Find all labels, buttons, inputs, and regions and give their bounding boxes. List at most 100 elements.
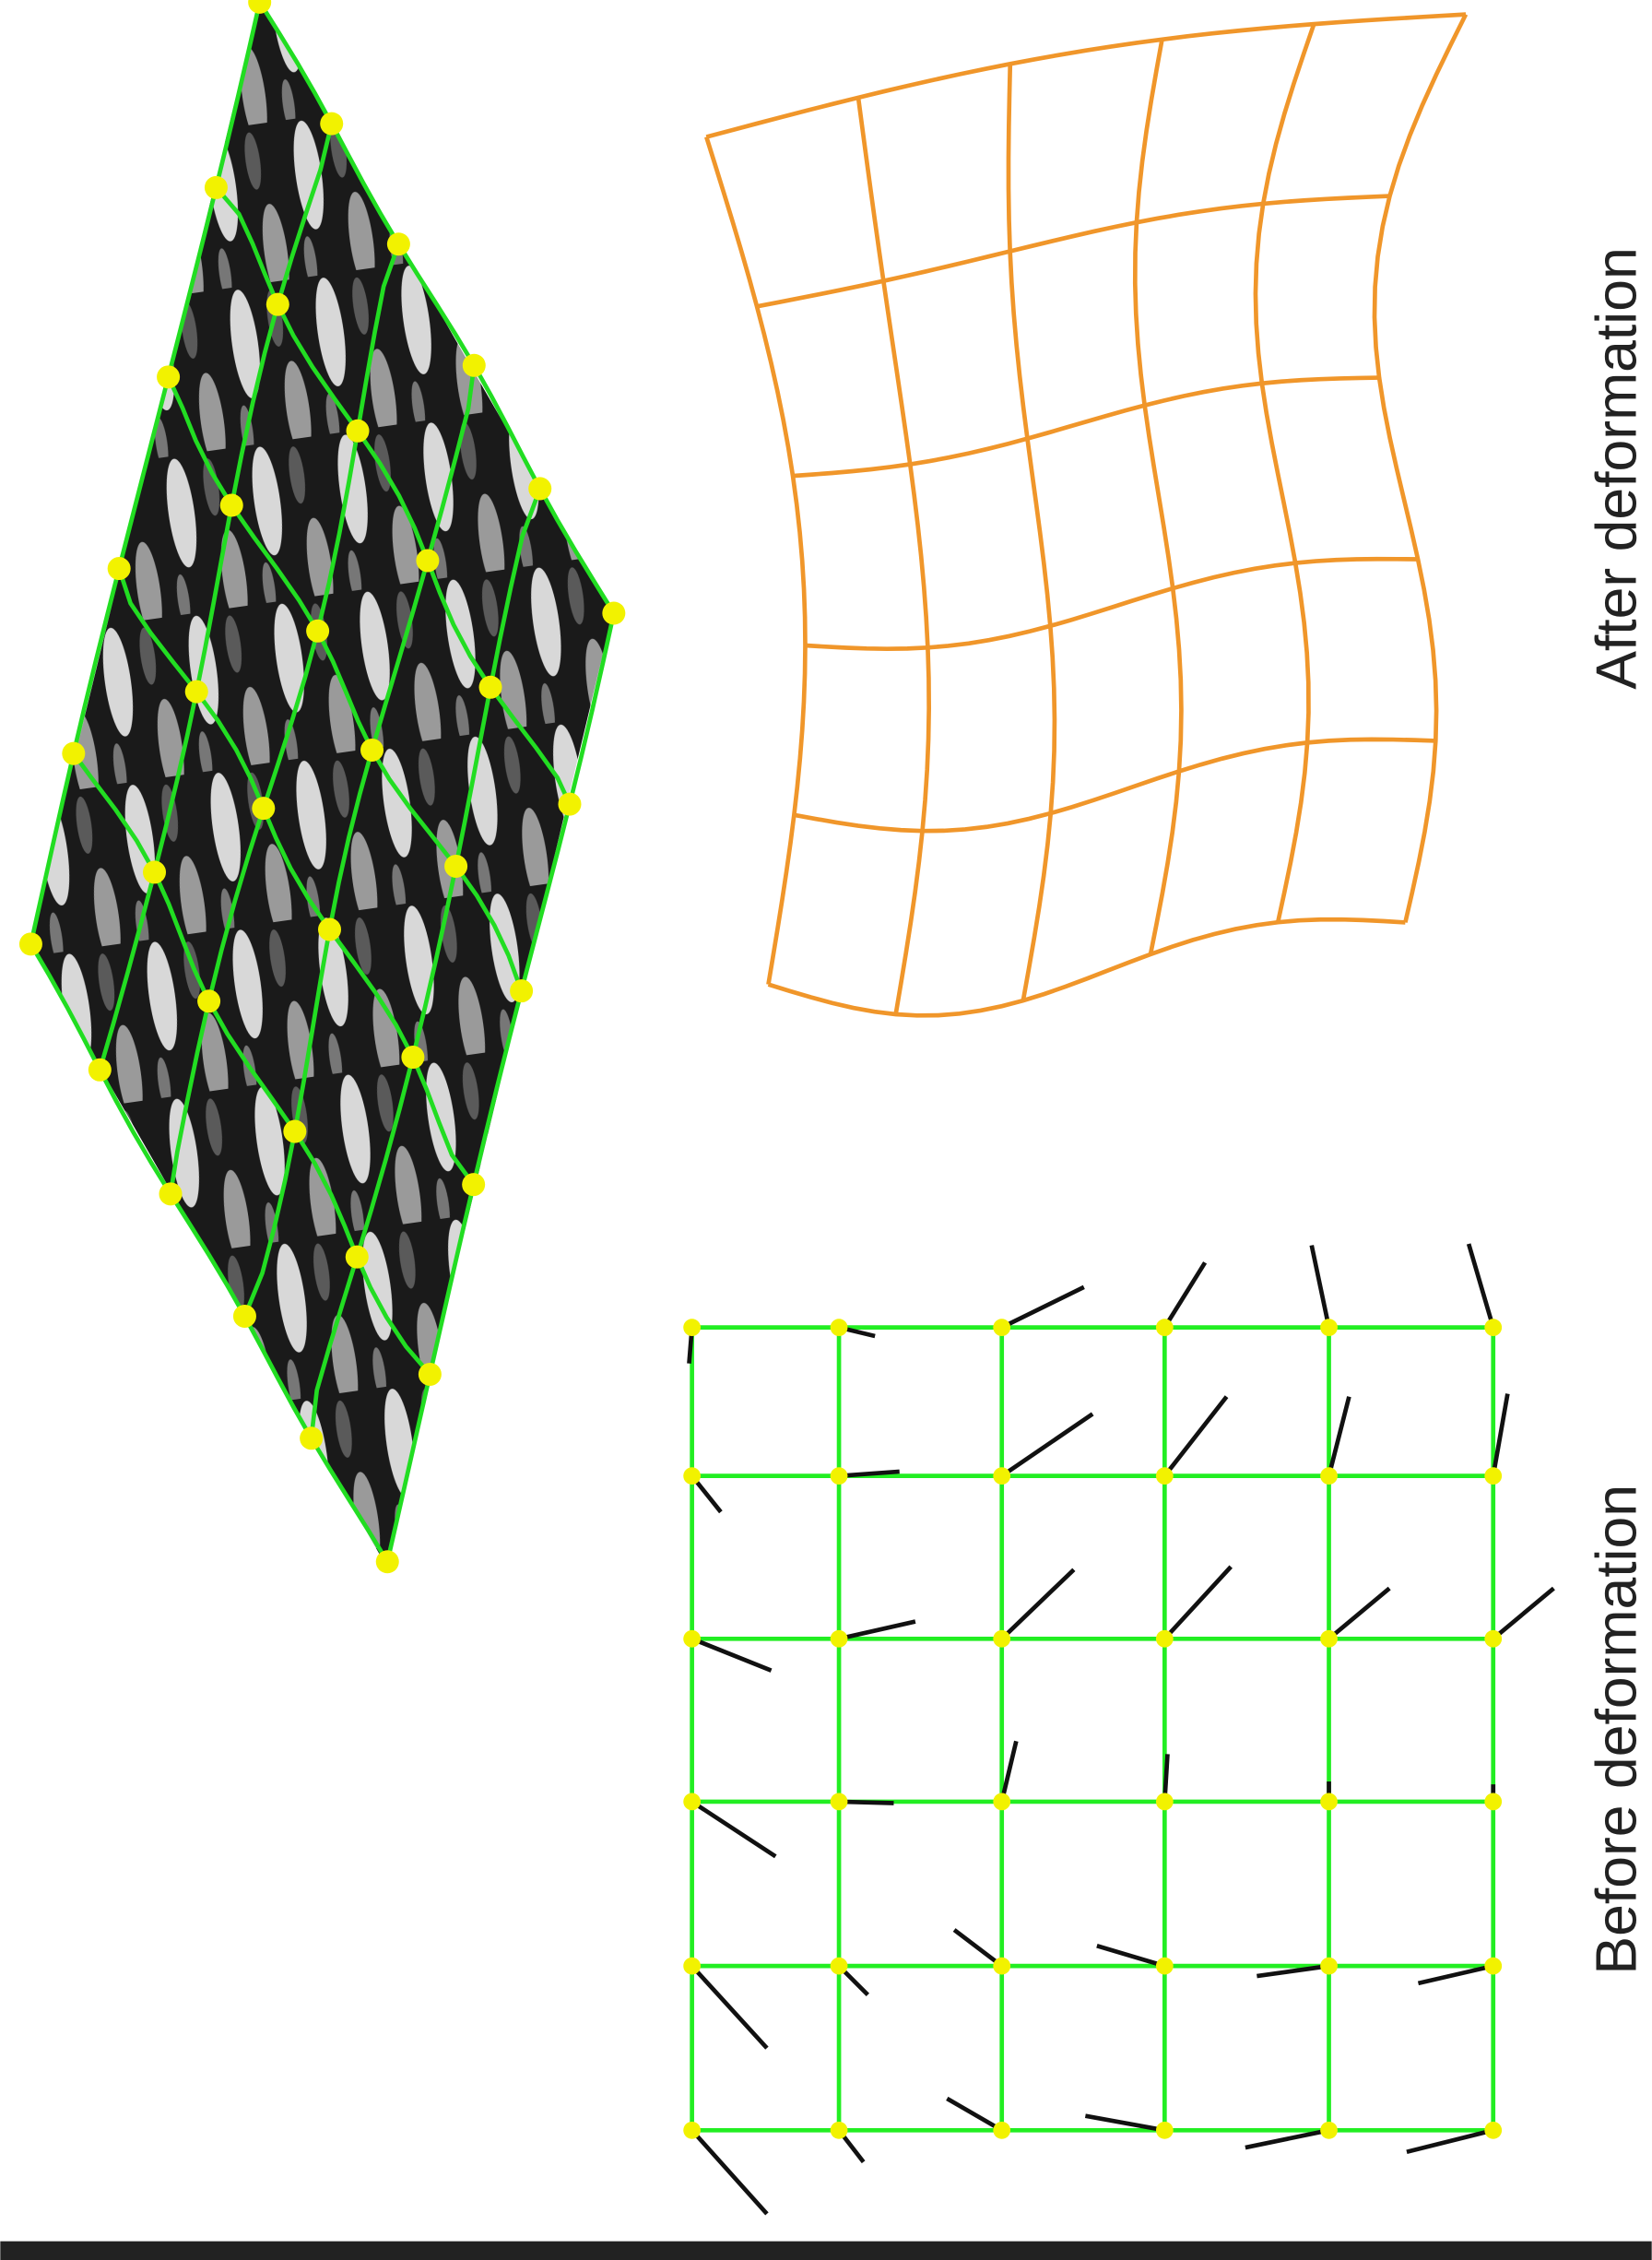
control-point xyxy=(1484,1957,1503,1975)
control-point xyxy=(266,292,289,316)
control-point xyxy=(683,1629,702,1648)
control-point xyxy=(401,1046,425,1070)
control-point xyxy=(558,792,582,816)
control-point xyxy=(683,1793,702,1811)
control-point xyxy=(462,1173,486,1197)
control-point xyxy=(252,797,276,821)
control-point xyxy=(528,477,552,501)
control-point xyxy=(993,2121,1011,2139)
control-point xyxy=(444,854,468,878)
displacement-vector xyxy=(1000,1568,1076,1640)
displacement-vector xyxy=(1096,1943,1166,1969)
displacement-vector xyxy=(1328,1586,1391,1641)
control-point xyxy=(602,601,626,625)
displacement-vector xyxy=(1084,2113,1165,2133)
control-point xyxy=(683,1319,702,1337)
displacement-vector xyxy=(1491,1393,1510,1477)
control-point xyxy=(1155,1319,1174,1337)
control-point xyxy=(1155,2121,1174,2139)
control-point xyxy=(478,675,502,699)
grid-curve xyxy=(856,97,931,1015)
control-point xyxy=(1320,1793,1338,1811)
surface-line xyxy=(166,375,524,992)
grid-curve xyxy=(805,556,1419,652)
displacement-vector xyxy=(690,2128,769,2216)
displacement-vector xyxy=(1000,1412,1094,1478)
control-point xyxy=(418,1362,442,1386)
displacement-vector xyxy=(1000,1284,1085,1330)
control-point xyxy=(830,1793,848,1811)
control-point xyxy=(345,1245,369,1269)
grid-curve xyxy=(1132,39,1184,955)
control-point xyxy=(830,1957,848,1975)
control-point xyxy=(317,917,342,941)
control-point xyxy=(1155,1467,1174,1485)
control-point xyxy=(1320,2121,1338,2139)
control-point xyxy=(1484,1629,1503,1648)
control-point xyxy=(159,1182,183,1206)
original-grid xyxy=(683,1243,1555,2216)
control-point xyxy=(993,1319,1011,1337)
displacement-vector xyxy=(1162,1261,1208,1329)
control-point xyxy=(1484,2121,1503,2139)
surface-line xyxy=(257,1,616,615)
control-point xyxy=(683,1467,702,1485)
displacement-vector xyxy=(1417,1963,1494,1986)
control-point xyxy=(1155,1957,1174,1975)
control-point xyxy=(88,1058,112,1082)
control-point xyxy=(1320,1629,1338,1648)
textured-surface xyxy=(18,0,626,1574)
control-point xyxy=(1484,1319,1503,1337)
control-point xyxy=(219,493,243,517)
displacement-vector xyxy=(1162,1565,1233,1640)
grid-curve xyxy=(767,917,1406,1018)
control-point xyxy=(375,1550,399,1574)
control-point xyxy=(830,2121,848,2139)
control-point xyxy=(1155,1629,1174,1648)
grid-curve xyxy=(1253,23,1316,923)
control-point xyxy=(993,1793,1011,1811)
control-point xyxy=(993,1467,1011,1485)
control-point xyxy=(1320,1467,1338,1485)
control-point xyxy=(360,738,384,762)
displacement-vector xyxy=(1327,1396,1351,1477)
displacement-vector xyxy=(690,1799,777,1859)
displacement-vector xyxy=(1257,1963,1329,1979)
control-point xyxy=(346,419,370,443)
control-point xyxy=(386,232,410,256)
displacement-vector xyxy=(1466,1243,1495,1329)
grid-curve xyxy=(793,737,1436,834)
control-point xyxy=(1320,1957,1338,1975)
surface-line xyxy=(168,243,401,1195)
displacement-vector xyxy=(1309,1245,1331,1329)
control-point xyxy=(107,557,131,581)
displacement-vector xyxy=(946,2096,1003,2133)
displacement-vector xyxy=(1162,1395,1229,1478)
control-point xyxy=(830,1467,848,1485)
control-point xyxy=(300,1426,324,1450)
control-point xyxy=(416,549,440,573)
grid-curve xyxy=(704,136,808,986)
control-point xyxy=(283,1119,307,1143)
displacement-vector xyxy=(1406,2128,1494,2155)
displacement-vector xyxy=(952,1928,1004,1968)
control-point xyxy=(62,741,86,765)
displacement-vector xyxy=(1245,2128,1330,2150)
control-point xyxy=(248,0,272,14)
grid-curve xyxy=(756,194,1390,309)
displacement-vector xyxy=(839,1799,894,1805)
control-point xyxy=(993,1957,1011,1975)
deformed-grid xyxy=(704,12,1469,1018)
control-point xyxy=(1320,1319,1338,1337)
control-point xyxy=(306,619,330,643)
grid-curve xyxy=(1006,64,1057,1001)
control-point xyxy=(830,1629,848,1648)
control-point xyxy=(18,932,42,956)
control-point xyxy=(510,979,534,1003)
surface xyxy=(29,0,613,1565)
grid-curve xyxy=(1372,13,1469,923)
control-point xyxy=(1484,1793,1503,1811)
surface-line xyxy=(309,488,542,1439)
after-label: After deformation xyxy=(1584,247,1648,690)
